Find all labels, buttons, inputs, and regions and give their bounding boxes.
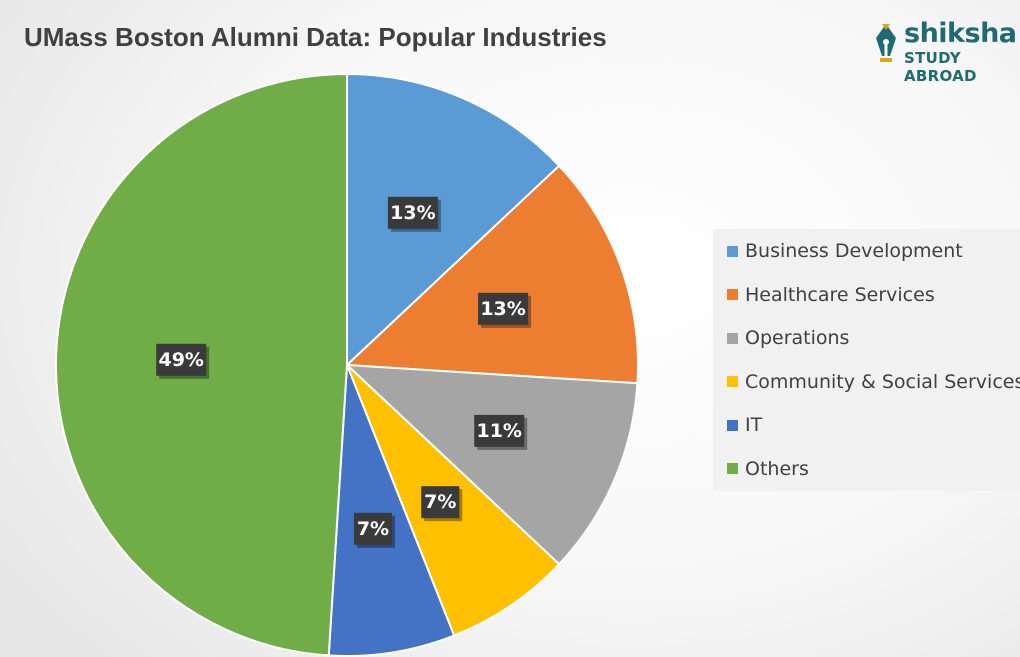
legend-item-operations: Operations xyxy=(727,326,849,350)
legend-label: Healthcare Services xyxy=(745,283,935,306)
pie-slice-operations xyxy=(344,363,639,566)
legend-item-others: Others xyxy=(727,457,809,481)
legend-swatch xyxy=(727,332,738,344)
legend-label: Others xyxy=(745,457,809,480)
pen-nib-icon xyxy=(876,24,896,62)
data-label-others: 49% xyxy=(156,343,210,379)
legend-swatch xyxy=(727,245,738,257)
pie-data-labels: 13% 13% 11% 7% 7% 49% xyxy=(156,196,532,548)
legend-swatch xyxy=(727,376,738,387)
logo-tagline: STUDY ABROAD xyxy=(904,49,977,85)
svg-text:49%: 49% xyxy=(158,349,203,371)
legend-swatch xyxy=(727,289,738,300)
pie-slice-healthcare-services xyxy=(344,164,639,385)
legend-label: IT xyxy=(745,414,763,436)
legend-label: Business Development xyxy=(745,240,963,262)
svg-text:13%: 13% xyxy=(480,298,525,320)
data-label-healthcare-services: 13% xyxy=(478,292,532,328)
pie-slice-business-development xyxy=(346,72,561,368)
svg-text:13%: 13% xyxy=(390,202,435,224)
pie-slice-it xyxy=(327,364,456,657)
data-label-community-and-social-services: 7% xyxy=(421,486,463,522)
legend-swatch xyxy=(727,463,738,474)
legend-item-business-development: Business Development xyxy=(727,239,963,263)
chart-legend: Business Development Healthcare Services O… xyxy=(713,229,1020,491)
data-label-business-development: 13% xyxy=(387,196,441,232)
svg-text:7%: 7% xyxy=(424,491,456,513)
logo-brand-text: shiksha xyxy=(904,18,1017,49)
svg-text:7%: 7% xyxy=(357,518,389,540)
data-label-operations: 11% xyxy=(474,414,528,450)
legend-item-healthcare-services: Healthcare Services xyxy=(727,283,935,307)
data-label-it: 7% xyxy=(353,512,395,548)
legend-item-it: IT xyxy=(727,413,762,437)
legend-label: Operations xyxy=(745,327,850,349)
shiksha-logo: shiksha STUDY ABROAD xyxy=(872,18,1020,85)
svg-text:11%: 11% xyxy=(476,420,521,442)
legend-swatch xyxy=(727,419,738,431)
legend-item-community-and-social-services: Community & Social Services xyxy=(727,370,1020,394)
legend-label: Community & Social Services xyxy=(745,370,1020,393)
pie-slices xyxy=(55,72,639,657)
chart-title: UMass Boston Alumni Data: Popular Indust… xyxy=(24,22,607,52)
